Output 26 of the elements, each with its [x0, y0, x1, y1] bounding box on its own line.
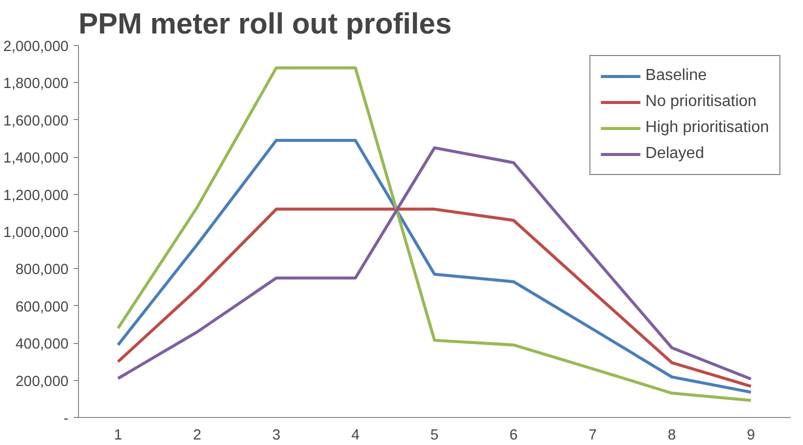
legend-label: Delayed [645, 145, 704, 163]
y-tick-label: 1,600,000 [3, 113, 68, 130]
legend-label: High prioritisation [645, 119, 769, 137]
y-tick-label: 2,000,000 [3, 39, 68, 55]
y-tick-label: 600,000 [16, 299, 69, 316]
legend-label: Baseline [645, 67, 707, 85]
line-series [116, 208, 752, 388]
x-tick-label: 4 [351, 428, 360, 444]
x-tick-label: 3 [272, 428, 280, 444]
y-tick-label: 1,400,000 [3, 150, 68, 167]
y-tick-label: 1,000,000 [3, 225, 68, 241]
y-tick-label: 1,800,000 [3, 76, 68, 92]
x-tick-label: 6 [510, 428, 518, 444]
y-tick-label: 1,200,000 [3, 188, 68, 204]
y-tick-label: 400,000 [16, 336, 69, 353]
legend-label: No prioritisation [645, 93, 757, 111]
y-tick-label: 800,000 [16, 262, 69, 278]
y-tick-label: 200,000 [16, 374, 69, 390]
x-tick-label: 7 [588, 428, 597, 444]
x-tick-label: 2 [193, 428, 202, 444]
y-tick-label: - [64, 411, 69, 427]
x-tick-label: 1 [114, 428, 122, 444]
chart-title: PPM meter roll out profiles [78, 8, 452, 40]
x-tick-label: 8 [668, 428, 676, 444]
x-tick-label: 5 [430, 428, 439, 444]
x-tick-label: 9 [746, 428, 756, 444]
